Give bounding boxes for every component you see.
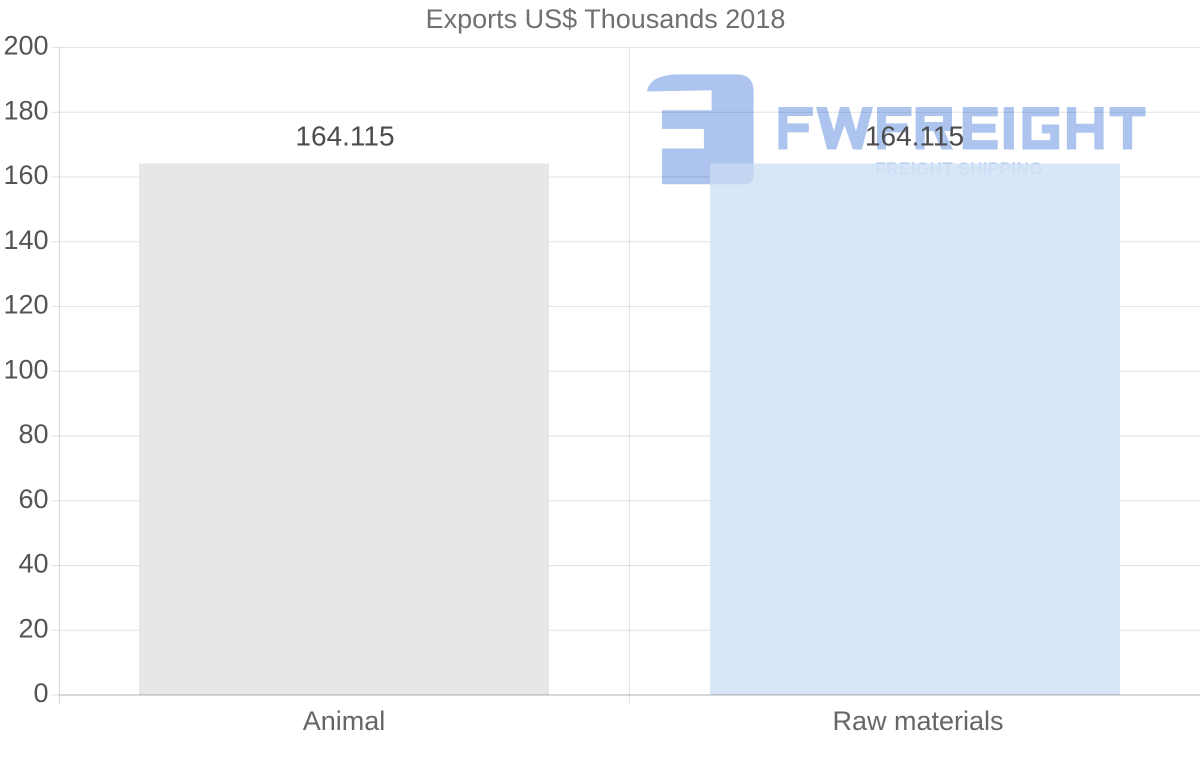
svg-text:0: 0 <box>33 678 48 708</box>
svg-text:164.115: 164.115 <box>295 120 394 151</box>
svg-text:140: 140 <box>3 225 48 255</box>
svg-text:60: 60 <box>18 484 48 514</box>
svg-text:120: 120 <box>3 290 48 320</box>
svg-text:Animal: Animal <box>303 706 386 736</box>
svg-text:180: 180 <box>3 95 48 125</box>
svg-text:Exports US$ Thousands 2018: Exports US$ Thousands 2018 <box>426 4 786 34</box>
svg-text:100: 100 <box>3 354 48 384</box>
svg-text:FREIGHT SHIPPING: FREIGHT SHIPPING <box>875 159 1043 179</box>
svg-text:160: 160 <box>3 160 48 190</box>
svg-text:40: 40 <box>18 549 48 579</box>
svg-text:80: 80 <box>18 419 48 449</box>
svg-text:Raw materials: Raw materials <box>832 706 1003 736</box>
svg-text:200: 200 <box>3 31 48 61</box>
svg-text:164.115: 164.115 <box>865 120 964 151</box>
svg-text:20: 20 <box>18 613 48 643</box>
